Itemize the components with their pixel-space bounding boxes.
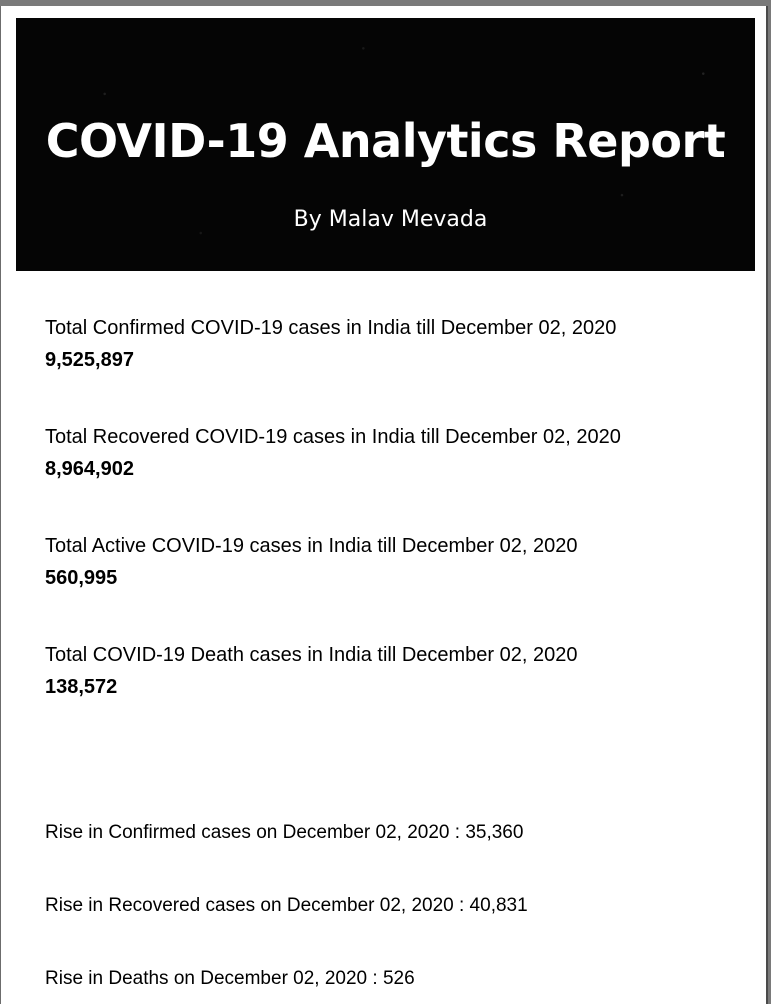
stat-value: 138,572	[45, 676, 118, 698]
report-author: By Malav Mevada	[293, 207, 488, 232]
stat-value: 9,525,897	[45, 349, 134, 371]
rise-confirmed: Rise in Confirmed cases on December 02, …	[45, 822, 524, 843]
stat-label: Total Confirmed COVID-19 cases in India …	[45, 317, 617, 339]
report-title: COVID-19 Analytics Report	[45, 114, 726, 168]
stat-recovered: Total Recovered COVID-19 cases in India …	[45, 421, 745, 530]
header-banner: COVID-19 Analytics Report By Malav Mevad…	[16, 18, 755, 271]
rise-deaths: Rise in Deaths on December 02, 2020 : 52…	[45, 968, 415, 989]
stat-confirmed: Total Confirmed COVID-19 cases in India …	[45, 312, 745, 421]
stat-value: 560,995	[45, 567, 118, 589]
stat-label: Total COVID-19 Death cases in India till…	[45, 644, 578, 666]
stat-label: Total Active COVID-19 cases in India til…	[45, 535, 578, 557]
stat-active: Total Active COVID-19 cases in India til…	[45, 530, 745, 639]
report-page: COVID-19 Analytics Report By Malav Mevad…	[0, 6, 768, 1004]
stat-label: Total Recovered COVID-19 cases in India …	[45, 426, 621, 448]
stat-deaths: Total COVID-19 Death cases in India till…	[45, 639, 745, 820]
report-content: Total Confirmed COVID-19 cases in India …	[45, 312, 745, 992]
rise-recovered: Rise in Recovered cases on December 02, …	[45, 895, 528, 916]
stat-value: 8,964,902	[45, 458, 134, 480]
